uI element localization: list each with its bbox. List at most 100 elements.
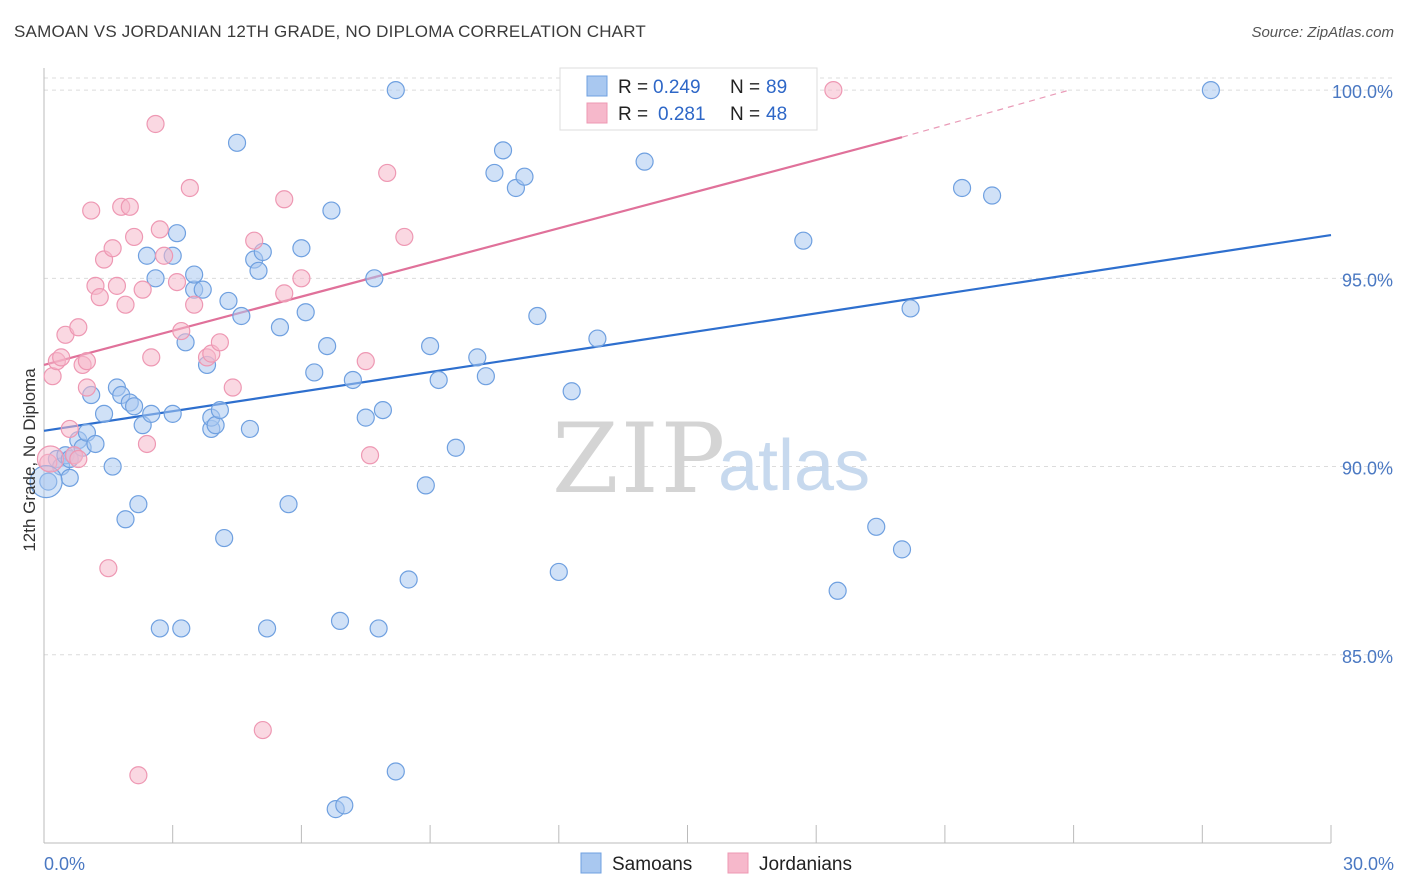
point-samoans xyxy=(867,517,886,536)
point-jordanians xyxy=(245,231,264,250)
legend-n-value-2: 48 xyxy=(766,104,787,125)
point-samoans xyxy=(305,363,324,382)
point-samoans xyxy=(103,457,122,476)
point-samoans xyxy=(562,382,581,401)
legend-n-label-1: N = xyxy=(730,77,760,98)
point-samoans xyxy=(215,528,234,548)
point-samoans xyxy=(86,434,105,454)
point-samoans xyxy=(163,404,182,423)
legend: R = 0.249 N = 89 R = 0.281 N = 48 xyxy=(559,67,818,131)
legend-r-label-1: R = xyxy=(618,77,648,98)
point-samoans xyxy=(296,303,315,322)
legend-swatch-samoans xyxy=(586,75,608,97)
legend-n-value-1: 89 xyxy=(766,77,787,98)
point-samoans xyxy=(982,186,1002,205)
point-jordanians xyxy=(185,295,204,314)
point-samoans xyxy=(493,141,513,160)
point-samoans xyxy=(129,495,148,514)
point-samoans xyxy=(279,495,298,514)
point-jordanians xyxy=(356,352,375,371)
y-tick-label: 95.0% xyxy=(1342,270,1393,290)
point-samoans xyxy=(39,472,58,491)
point-samoans xyxy=(794,231,813,250)
point-jordanians xyxy=(146,114,165,134)
bottom-legend-swatch-jordanians xyxy=(727,852,749,874)
point-jordanians xyxy=(99,559,118,578)
point-samoans xyxy=(416,476,435,495)
y-tick-label: 90.0% xyxy=(1342,459,1393,479)
point-samoans xyxy=(94,404,114,423)
point-samoans xyxy=(335,796,354,815)
point-jordanians xyxy=(378,163,397,183)
point-samoans xyxy=(446,438,465,457)
point-samoans xyxy=(588,329,607,348)
point-samoans xyxy=(386,762,405,781)
point-samoans xyxy=(952,178,972,198)
point-samoans xyxy=(330,611,350,630)
point-samoans xyxy=(515,167,534,186)
point-samoans xyxy=(240,419,260,439)
point-samoans xyxy=(232,306,251,326)
point-jordanians xyxy=(124,227,144,247)
point-samoans xyxy=(172,619,191,638)
point-samoans xyxy=(369,619,388,638)
point-samoans xyxy=(29,465,63,499)
legend-r-value-2: 0.281 xyxy=(658,104,706,125)
legend-r-label-2: R = xyxy=(618,104,648,125)
point-samoans xyxy=(399,570,418,589)
point-jordanians xyxy=(150,220,169,239)
point-samoans xyxy=(206,416,225,435)
point-samoans xyxy=(365,269,384,288)
point-samoans xyxy=(373,400,393,420)
point-samoans xyxy=(185,265,204,284)
point-samoans xyxy=(485,163,504,183)
point-jordanians xyxy=(107,276,127,295)
point-jordanians xyxy=(275,284,294,303)
point-samoans xyxy=(142,404,161,423)
point-samoans xyxy=(210,400,229,420)
x-tick-label-min: 0.0% xyxy=(44,854,85,874)
point-jordanians xyxy=(292,269,311,288)
point-jordanians xyxy=(142,348,161,367)
point-samoans xyxy=(476,367,495,386)
point-samoans xyxy=(227,133,247,152)
point-samoans xyxy=(167,224,187,243)
source-label: Source: ZipAtlas.com xyxy=(1251,24,1394,41)
trend-line-samoans xyxy=(43,233,1332,432)
y-tick-label: 100.0% xyxy=(1332,82,1393,102)
point-jordanians xyxy=(116,295,135,314)
point-samoans xyxy=(257,619,277,638)
point-jordanians xyxy=(82,201,101,220)
point-samoans xyxy=(292,239,311,258)
point-jordanians xyxy=(172,321,191,341)
y-tick-labels: 85.0% 90.0% 95.0% 100.0% xyxy=(1332,82,1393,667)
gridlines xyxy=(44,77,1392,656)
point-jordanians xyxy=(253,720,272,740)
bottom-legend-swatch-samoans xyxy=(580,852,602,874)
point-samoans xyxy=(318,336,337,356)
point-samoans xyxy=(124,397,144,416)
point-samoans xyxy=(219,291,238,311)
point-samoans xyxy=(60,468,79,487)
point-jordanians xyxy=(180,178,199,198)
legend-n-label-2: N = xyxy=(730,104,760,125)
point-samoans xyxy=(421,336,440,356)
point-jordanians xyxy=(90,288,109,307)
point-samoans xyxy=(146,269,165,288)
legend-r-value-1: 0.249 xyxy=(653,77,701,98)
point-jordanians xyxy=(824,81,843,100)
point-jordanians xyxy=(395,227,414,247)
point-samoans xyxy=(356,408,375,427)
watermark: ZIP atlas xyxy=(552,403,870,515)
point-samoans xyxy=(892,540,912,559)
point-samoans xyxy=(528,306,547,326)
point-jordanians xyxy=(137,434,157,454)
bottom-legend: Samoans Jordanians xyxy=(580,852,852,875)
point-jordanians xyxy=(210,333,229,352)
point-jordanians xyxy=(133,280,152,299)
point-samoans xyxy=(901,299,920,318)
point-jordanians xyxy=(275,190,294,209)
y-tick-label: 85.0% xyxy=(1342,647,1393,667)
watermark-zip: ZIP xyxy=(552,403,727,515)
